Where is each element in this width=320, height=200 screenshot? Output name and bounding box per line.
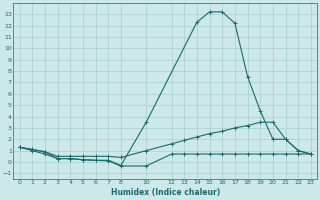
X-axis label: Humidex (Indice chaleur): Humidex (Indice chaleur) [111, 188, 220, 197]
